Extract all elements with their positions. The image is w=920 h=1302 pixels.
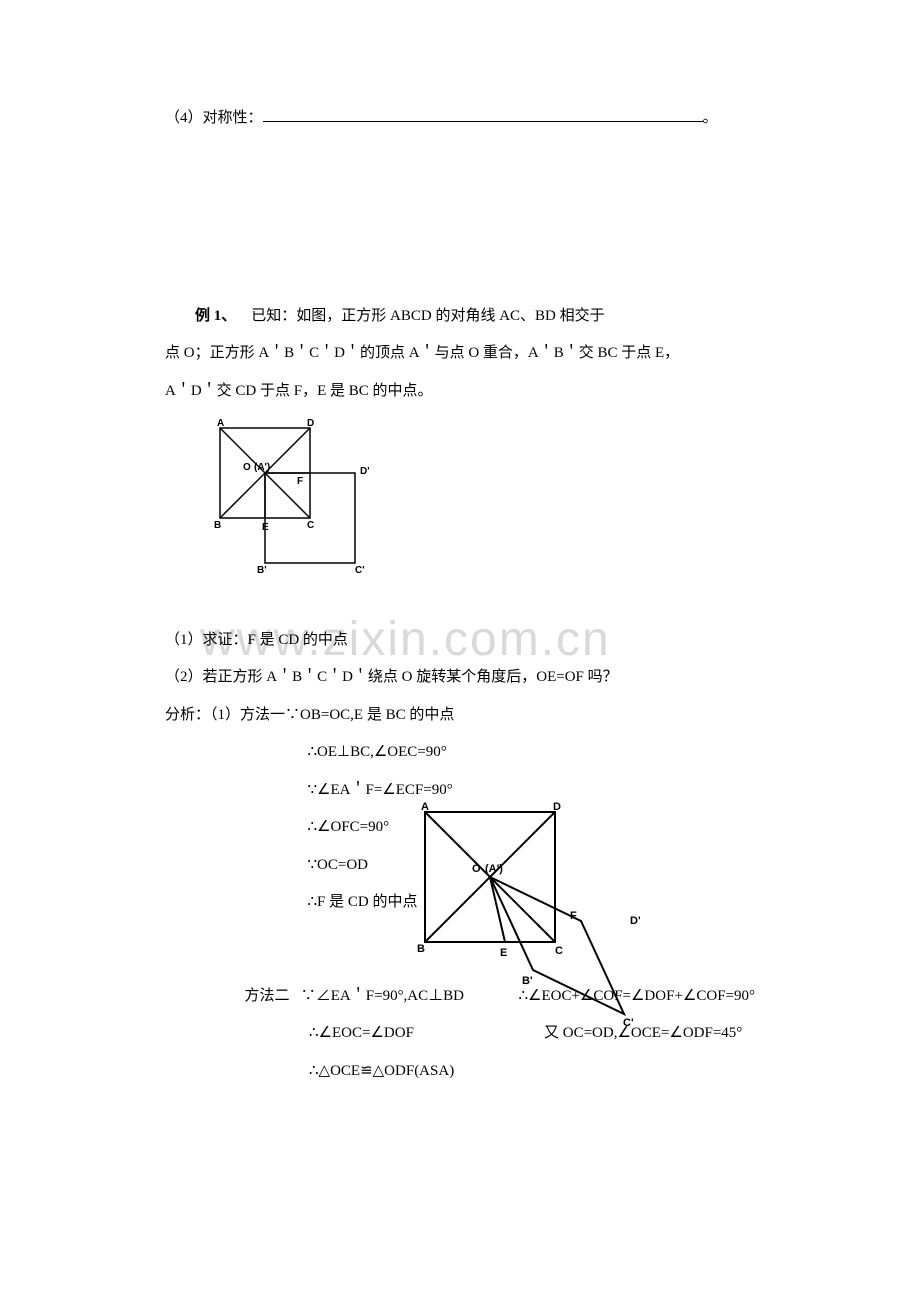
svg-text:B': B' bbox=[522, 975, 533, 987]
svg-text:B: B bbox=[214, 520, 221, 531]
svg-text:C': C' bbox=[355, 565, 365, 576]
m2-l3a: ∴△OCE≌△ODF(ASA) bbox=[309, 1053, 755, 1091]
analysis-m1-line1: 分析：（1）方法一∵OB=OC,E 是 BC 的中点 bbox=[165, 697, 755, 735]
svg-text:D': D' bbox=[360, 466, 370, 477]
svg-text:D: D bbox=[307, 418, 314, 429]
example-line3: A＇D＇交 CD 于点 F，E 是 BC 的中点。 bbox=[165, 373, 755, 411]
item-4-symmetry: （4）对称性： 。 bbox=[165, 100, 755, 138]
svg-text:A: A bbox=[421, 802, 429, 813]
figure-1: A D B C O (A') D' B' C' E F bbox=[210, 418, 755, 614]
svg-text:A: A bbox=[217, 418, 224, 429]
svg-text:E: E bbox=[262, 522, 269, 533]
example-line2: 点 O；正方形 A＇B＇C＇D＇的顶点 A＇与点 O 重合，A＇B＇交 BC 于… bbox=[165, 335, 755, 373]
blank-line bbox=[263, 105, 703, 123]
example-heading: 例 1、 bbox=[195, 308, 236, 324]
svg-text:B: B bbox=[417, 943, 425, 955]
svg-text:D': D' bbox=[630, 915, 641, 927]
svg-text:D: D bbox=[553, 802, 561, 813]
question-1: （1）求证：F 是 CD 的中点 bbox=[165, 622, 755, 660]
method2-label: 方法二 bbox=[245, 988, 290, 1004]
svg-text:E: E bbox=[500, 947, 507, 959]
example-stem1: 已知：如图，正方形 ABCD 的对角线 AC、BD 相交于 bbox=[251, 308, 604, 324]
method1-label: （1）方法一 bbox=[210, 707, 285, 723]
document-body: （4）对称性： 。 例 1、 已知：如图，正方形 ABCD 的对角线 AC、BD … bbox=[165, 100, 755, 1090]
svg-text:(A'): (A') bbox=[485, 863, 503, 875]
svg-text:(A'): (A') bbox=[254, 462, 270, 473]
svg-text:F: F bbox=[570, 910, 577, 922]
svg-text:O: O bbox=[243, 462, 251, 473]
svg-text:C': C' bbox=[623, 1017, 634, 1029]
svg-text:C: C bbox=[555, 945, 563, 957]
m1-l2: ∴OE⊥BC,∠OEC=90° bbox=[308, 734, 756, 772]
svg-text:C: C bbox=[307, 520, 314, 531]
question-2: （2）若正方形 A＇B＇C＇D＇绕点 O 旋转某个角度后，OE=OF 吗？ bbox=[165, 659, 755, 697]
svg-text:O: O bbox=[472, 863, 481, 875]
vertical-gap bbox=[165, 138, 755, 298]
figure-2: A D B C O (A') E F D' B' C' bbox=[405, 802, 665, 1048]
item4-label: （4）对称性： bbox=[165, 110, 263, 126]
item4-trail: 。 bbox=[703, 110, 718, 126]
example-line1: 例 1、 已知：如图，正方形 ABCD 的对角线 AC、BD 相交于 bbox=[165, 298, 755, 336]
m1-l1: ∵OB=OC,E 是 BC 的中点 bbox=[285, 707, 454, 723]
svg-text:F: F bbox=[297, 476, 303, 487]
svg-text:B': B' bbox=[257, 565, 267, 576]
analysis-label: 分析： bbox=[165, 707, 210, 723]
